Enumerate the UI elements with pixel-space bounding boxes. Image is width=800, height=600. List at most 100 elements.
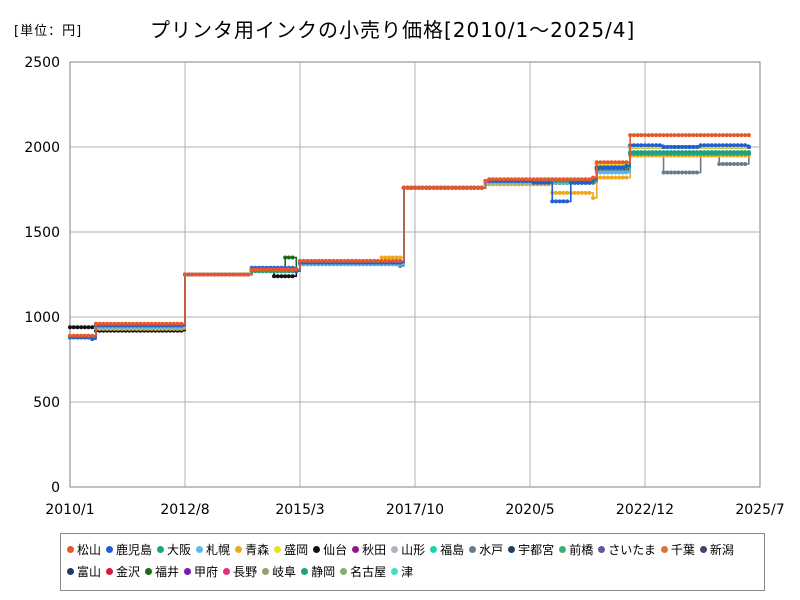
legend-item: 松山 [67,539,101,561]
legend-marker [184,568,192,575]
data-point [338,258,343,263]
data-point [461,185,466,190]
data-point [524,177,529,182]
data-point [539,177,544,182]
data-point [442,185,447,190]
data-point [602,165,607,170]
data-point [598,170,603,175]
legend-marker [391,546,399,553]
data-point [86,325,91,330]
data-point [505,177,510,182]
data-point [683,170,688,175]
data-point [713,133,718,138]
data-point [394,258,399,263]
legend-marker [559,546,567,553]
data-point [379,258,384,263]
data-point [168,321,173,326]
data-point [119,321,124,326]
data-point [661,145,666,149]
data-point [654,133,659,138]
data-point [331,258,336,263]
data-point [268,267,273,272]
y-tick-label: 500 [33,395,60,411]
data-point [665,151,670,156]
data-point [583,190,588,195]
data-point [587,190,592,195]
data-point [713,151,718,156]
data-point [483,179,488,183]
data-point [561,177,566,182]
data-point [739,151,744,156]
data-point [694,151,699,156]
data-point [746,151,751,156]
data-point [628,133,633,138]
data-point [724,151,729,156]
data-point [639,143,644,148]
data-point [735,133,740,138]
data-point [101,321,106,326]
data-point [617,175,622,180]
data-point [561,199,566,204]
data-point [286,274,291,279]
data-point [620,170,625,175]
data-point [557,190,562,195]
data-point [149,321,154,326]
data-point [676,145,681,149]
x-tick-label: 2017/10 [386,502,444,518]
data-point [409,185,414,190]
data-point [617,170,622,175]
legend-label: 静岡 [311,565,336,579]
data-point [535,180,540,185]
data-point [553,190,558,195]
data-point [702,151,707,156]
data-point [743,143,748,148]
data-point [624,175,629,180]
data-point [728,151,733,156]
y-tick-label: 2000 [24,140,60,156]
data-point [702,133,707,138]
data-point [598,165,603,170]
data-point [602,175,607,180]
data-point [650,133,655,138]
data-point [687,133,692,138]
legend-label: 鹿児島 [116,543,153,557]
data-point [290,267,295,272]
data-point [183,272,187,277]
data-point [583,180,588,185]
data-point [435,185,440,190]
data-point [446,185,451,190]
data-point [732,151,737,156]
data-point [160,321,165,326]
data-point [579,190,584,195]
data-point [223,272,228,277]
data-point [264,267,269,272]
legend-item: 津 [391,561,413,583]
data-point [557,177,562,182]
legend-marker [67,568,74,575]
data-point [657,143,662,148]
data-point [123,321,128,326]
data-point [394,255,399,260]
data-point [108,321,113,326]
data-point [668,170,673,175]
legend-label: 富山 [77,565,102,579]
legend-label: 長野 [233,565,258,579]
data-point [683,145,688,149]
data-point [531,180,536,185]
data-point [732,133,737,138]
data-point [609,160,614,165]
legend-marker [145,568,153,575]
legend-marker [106,568,114,575]
data-point [153,321,158,326]
data-point [138,321,143,326]
data-point [401,185,406,190]
y-tick-label: 0 [51,480,60,496]
data-point [565,177,570,182]
legend-item: 水戸 [469,539,503,561]
x-tick-label: 2020/5 [505,502,554,518]
data-point [576,180,581,185]
data-point [620,160,625,165]
legend-label: 宇都宮 [518,543,555,557]
chart-title: プリンタ用インクの小売り価格[2010/1～2025/4] [150,18,636,42]
data-point [691,145,696,149]
